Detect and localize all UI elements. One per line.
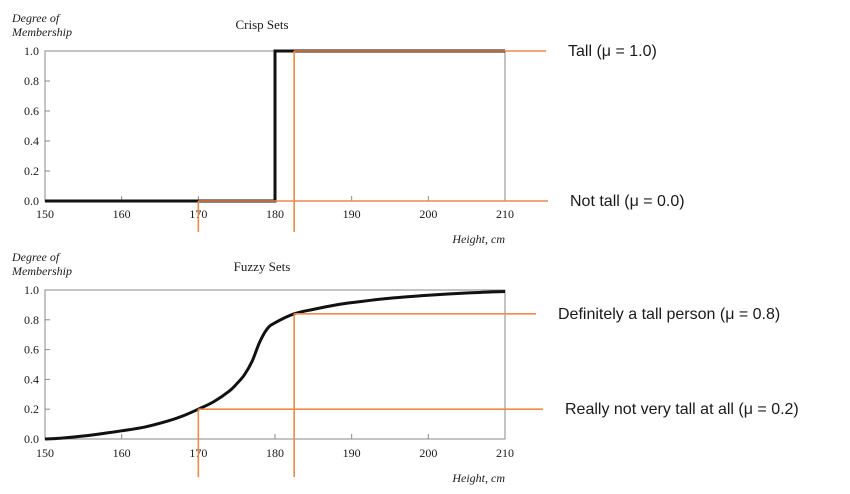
y-axis-label-line2: Membership [11, 25, 72, 39]
y-tick-label: 0.2 [24, 164, 39, 178]
y-tick-label: 0.0 [24, 432, 39, 446]
annotation-label: Tall (μ = 1.0) [568, 43, 657, 60]
y-tick-label: 0.6 [24, 343, 39, 357]
y-axis-label-line1: Degree of [11, 11, 61, 25]
annotation-layer: Tall (μ = 1.0) Not tall (μ = 0.0) [197, 43, 685, 232]
y-ticks: 0.0 0.2 0.4 0.6 0.8 1.0 [24, 44, 50, 208]
x-tick-label: 160 [113, 207, 131, 221]
annotation-label: Really not very tall at all (μ = 0.2) [565, 401, 799, 418]
x-tick-label: 150 [36, 207, 54, 221]
y-tick-label: 0.8 [24, 74, 39, 88]
series-layer [44, 289, 506, 441]
y-tick-label: 0.8 [24, 313, 39, 327]
plot-frame [44, 289, 506, 440]
y-tick-label: 0.4 [24, 134, 39, 148]
y-tick-label: 0.0 [24, 194, 39, 208]
y-tick-label: 1.0 [24, 44, 39, 58]
x-tick-label: 210 [496, 207, 514, 221]
y-axis-label-line2: Membership [11, 264, 72, 278]
x-tick-label: 150 [36, 446, 54, 460]
x-axis-label: Height, cm [451, 471, 505, 485]
fuzzy-sets-chart: Degree of Membership Fuzzy Sets 0.00.20.… [11, 250, 799, 477]
chart-title: Crisp Sets [235, 17, 288, 32]
x-tick-label: 210 [496, 446, 514, 460]
y-tick-label: 0.2 [24, 402, 39, 416]
annotation-label: Not tall (μ = 0.0) [570, 193, 685, 210]
y-tick-label: 0.6 [24, 104, 39, 118]
x-tick-label: 190 [343, 446, 361, 460]
membership-curve [44, 289, 506, 441]
annotation-layer: Definitely a tall person (μ = 0.8) Really… [197, 306, 799, 477]
x-tick-label: 180 [266, 207, 284, 221]
crisp-sets-chart: Degree of Membership Crisp Sets 0.00.20.… [11, 11, 685, 232]
x-tick-label: 180 [266, 446, 284, 460]
x-tick-label: 190 [343, 207, 361, 221]
x-axis-label-top: Height, cm [451, 232, 505, 246]
chart-title: Fuzzy Sets [234, 259, 291, 274]
membership-curve [45, 49, 505, 203]
annotation-label: Definitely a tall person (μ = 0.8) [558, 306, 780, 323]
y-ticks: 0.0 0.2 0.4 0.6 0.8 1.0 [24, 283, 50, 446]
x-tick-label: 200 [419, 446, 437, 460]
x-tick-label: 160 [113, 446, 131, 460]
y-tick-label: 1.0 [24, 283, 39, 297]
y-axis-label-line1: Degree of [11, 250, 61, 264]
x-tick-label: 200 [419, 207, 437, 221]
x-ticks: 150 160 170 180 190 200 210 [36, 434, 514, 460]
y-tick-label: 0.4 [24, 372, 39, 386]
series-layer [45, 49, 505, 203]
